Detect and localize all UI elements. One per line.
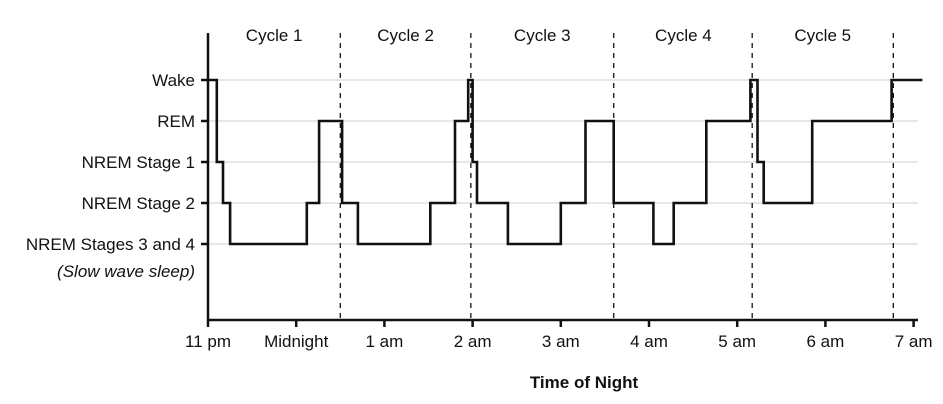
x-ticks: 11 pm Midnight 1 am 2 am 3 am 4 am 5 am 6 am 7 a… [185, 320, 932, 351]
x-tick-label: 7 am [895, 332, 933, 351]
x-tick-label: 1 am [366, 332, 404, 351]
x-tick-label: 5 am [718, 332, 756, 351]
x-tick-label: 2 am [454, 332, 492, 351]
x-tick-label: 11 pm [185, 332, 231, 351]
x-tick-label: 4 am [630, 332, 668, 351]
y-tick-sublabel: (Slow wave sleep) [57, 262, 195, 281]
x-tick-label: 6 am [807, 332, 845, 351]
cycle-label: Cycle 2 [377, 26, 434, 45]
y-tick-label: NREM Stage 1 [82, 153, 195, 172]
y-tick-label: Wake [152, 71, 195, 90]
cycle-label: Cycle 3 [514, 26, 571, 45]
cycle-label: Cycle 5 [794, 26, 851, 45]
x-tick-label: Midnight [264, 332, 329, 351]
y-tick-label: NREM Stages 3 and 4 [26, 235, 195, 254]
cycle-label: Cycle 4 [655, 26, 712, 45]
cycle-boundaries [339, 33, 894, 320]
y-tick-label: REM [157, 112, 195, 131]
y-tick-labels: Wake REM NREM Stage 1 NREM Stage 2 NREM Stag… [26, 71, 208, 281]
sleep-stage-line [208, 78, 923, 246]
y-tick-label: NREM Stage 2 [82, 194, 195, 213]
x-tick-label: 3 am [542, 332, 580, 351]
cycle-label: Cycle 1 [246, 26, 303, 45]
cycle-labels: Cycle 1 Cycle 2 Cycle 3 Cycle 4 Cycle 5 [246, 26, 851, 45]
x-axis-title: Time of Night [530, 373, 639, 392]
